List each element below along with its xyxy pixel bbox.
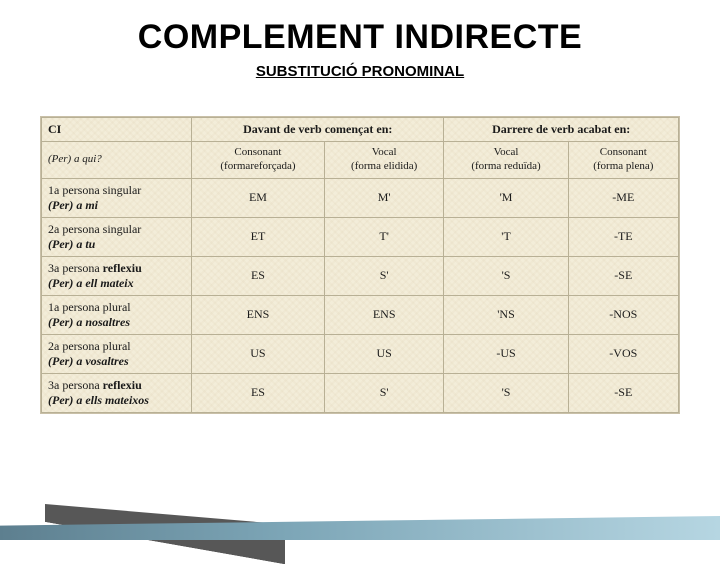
- table-row: 3a persona reflexiu (Per) a ells mateixo…: [42, 373, 679, 412]
- row-label-pre: 3a persona: [48, 261, 103, 275]
- table-header-row: CI Davant de verb començat en: Darrere d…: [42, 118, 679, 142]
- cell-c2: ENS: [324, 295, 444, 334]
- row-label: 3a persona reflexiu (Per) a ell mateix: [42, 256, 192, 295]
- cell-c4: -SE: [568, 256, 678, 295]
- row-label: 3a persona reflexiu (Per) a ells mateixo…: [42, 373, 192, 412]
- table-row: 2a persona singular (Per) a tu ET T' 'T …: [42, 217, 679, 256]
- subhead-vocal-elid: Vocal (forma elidida): [324, 142, 444, 179]
- cell-c4: -ME: [568, 178, 678, 217]
- table-subheader-row: (Per) a qui? Consonant (formareforçada) …: [42, 142, 679, 179]
- cell-c4: -TE: [568, 217, 678, 256]
- subhead-consonant-ple-label: Consonant: [600, 146, 647, 158]
- cell-c2: T': [324, 217, 444, 256]
- cell-c2: M': [324, 178, 444, 217]
- cell-c2: S': [324, 256, 444, 295]
- subhead-consonant-ple: Consonant (forma plena): [568, 142, 678, 179]
- row-label: 2a persona singular (Per) a tu: [42, 217, 192, 256]
- cell-c1: ET: [192, 217, 325, 256]
- row-label-sub: (Per) a nosaltres: [48, 315, 130, 329]
- row-label: 1a persona singular (Per) a mi: [42, 178, 192, 217]
- row-label-text: 1a persona singular: [48, 183, 141, 197]
- subhead-vocal-elid-note: (forma elidida): [351, 160, 417, 172]
- row-label-text: 1a persona plural: [48, 300, 131, 314]
- row-label-sub: (Per) a ells mateixos: [48, 393, 149, 407]
- th-ci: CI: [42, 118, 192, 142]
- table-body: 1a persona singular (Per) a mi EM M' 'M …: [42, 178, 679, 412]
- subhead-vocal-elid-label: Vocal: [372, 146, 397, 158]
- cell-c2: S': [324, 373, 444, 412]
- cell-c3: 'M: [444, 178, 568, 217]
- cell-c1: ES: [192, 373, 325, 412]
- table-row: 1a persona singular (Per) a mi EM M' 'M …: [42, 178, 679, 217]
- subhead-consonant-ref: Consonant (formareforçada): [192, 142, 325, 179]
- row-label-sub: (Per) a mi: [48, 198, 98, 212]
- row-label-sub: (Per) a tu: [48, 237, 95, 251]
- page-subtitle: SUBSTITUCIÓ PRONOMINAL: [40, 63, 680, 80]
- cell-c1: ES: [192, 256, 325, 295]
- cell-c4: -SE: [568, 373, 678, 412]
- subhead-consonant-ref-label: Consonant: [234, 146, 281, 158]
- subhead-vocal-red-note: (forma reduïda): [471, 160, 540, 172]
- table-row: 3a persona reflexiu (Per) a ell mateix E…: [42, 256, 679, 295]
- row-label: 1a persona plural (Per) a nosaltres: [42, 295, 192, 334]
- subhead-vocal-red-label: Vocal: [494, 146, 519, 158]
- table-row: 1a persona plural (Per) a nosaltres ENS …: [42, 295, 679, 334]
- row-label-bold: reflexiu: [103, 261, 142, 275]
- row-label-text: 2a persona singular: [48, 222, 141, 236]
- cell-c3: -US: [444, 334, 568, 373]
- table-row: 2a persona plural (Per) a vosaltres US U…: [42, 334, 679, 373]
- th-darrere: Darrere de verb acabat en:: [444, 118, 679, 142]
- cell-c3: 'S: [444, 256, 568, 295]
- cell-c4: -VOS: [568, 334, 678, 373]
- cell-c2: US: [324, 334, 444, 373]
- pronoun-table-wrap: CI Davant de verb començat en: Darrere d…: [40, 116, 680, 414]
- cell-c1: US: [192, 334, 325, 373]
- bottom-accent: [0, 480, 720, 540]
- subhead-consonant-ple-note: (forma plena): [593, 160, 653, 172]
- page-title: COMPLEMENT INDIRECTE: [40, 18, 680, 57]
- row-label: 2a persona plural (Per) a vosaltres: [42, 334, 192, 373]
- pronoun-table: CI Davant de verb començat en: Darrere d…: [41, 117, 679, 413]
- accent-bar: [0, 516, 720, 540]
- cell-c3: 'S: [444, 373, 568, 412]
- cell-c3: 'T: [444, 217, 568, 256]
- cell-c3: 'NS: [444, 295, 568, 334]
- cell-c1: ENS: [192, 295, 325, 334]
- subhead-vocal-red: Vocal (forma reduïda): [444, 142, 568, 179]
- row-label-text: 2a persona plural: [48, 339, 131, 353]
- slide: COMPLEMENT INDIRECTE SUBSTITUCIÓ PRONOMI…: [0, 0, 720, 540]
- cell-c1: EM: [192, 178, 325, 217]
- th-davant: Davant de verb començat en:: [192, 118, 444, 142]
- row-label-bold: reflexiu: [103, 378, 142, 392]
- row-label-sub: (Per) a vosaltres: [48, 354, 129, 368]
- accent-shadow: [45, 482, 285, 564]
- row-label-pre: 3a persona: [48, 378, 103, 392]
- row-label-sub: (Per) a ell mateix: [48, 276, 134, 290]
- cell-c4: -NOS: [568, 295, 678, 334]
- ci-question: (Per) a qui?: [42, 142, 192, 179]
- subhead-consonant-ref-note: (formareforçada): [220, 160, 295, 172]
